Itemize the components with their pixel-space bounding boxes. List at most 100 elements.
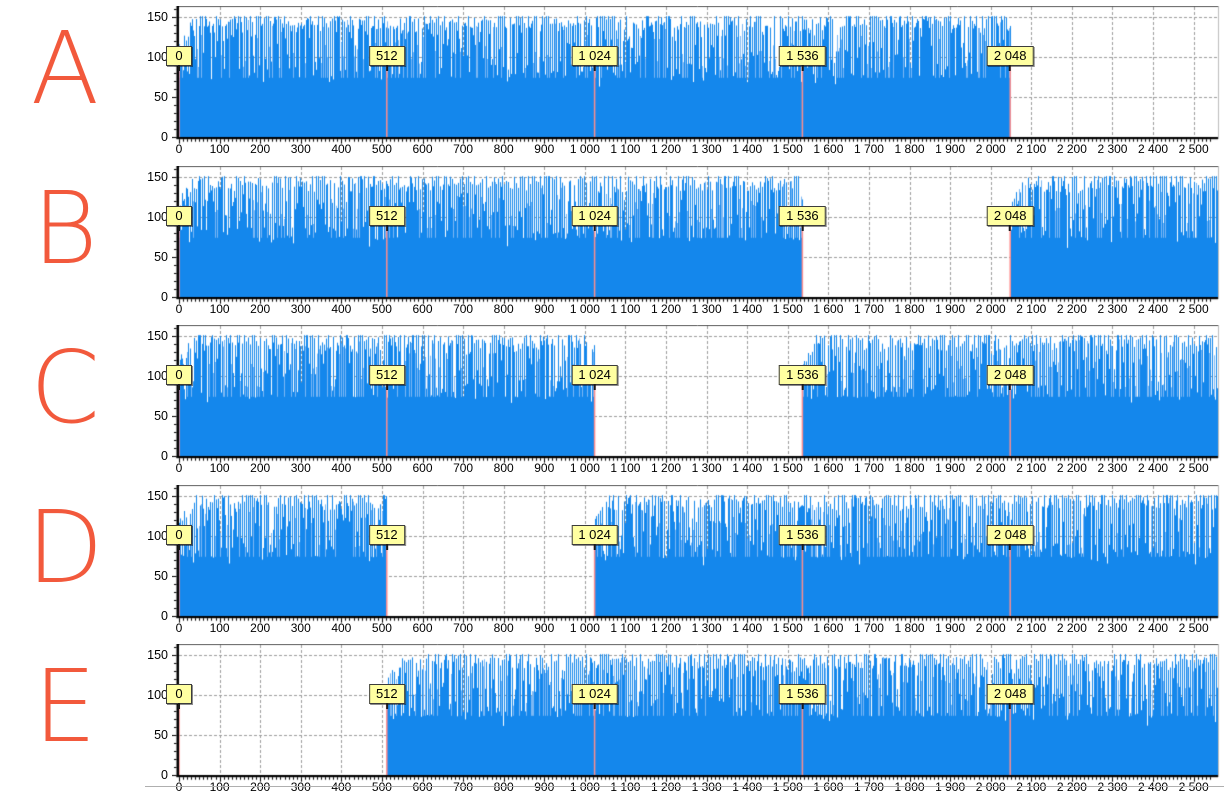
x-tick-label: 100 (209, 780, 230, 795)
x-tick-label: 500 (371, 620, 392, 635)
x-tick-label: 2 200 (1056, 620, 1087, 635)
x-tick-label: 1 200 (651, 620, 682, 635)
x-tick-label: 1 800 (894, 301, 925, 316)
y-axis-labels-a: 0 50 100 150 (132, 6, 174, 147)
x-tick-label: 1 300 (691, 301, 722, 316)
x-tick-label: 1 200 (651, 142, 682, 156)
x-tick-label: 600 (412, 780, 433, 795)
x-tick-label: 1 200 (651, 461, 682, 476)
x-tick-label: 1 300 (691, 461, 722, 476)
x-tick-label: 500 (371, 142, 392, 156)
x-tick-label: 0 (175, 780, 183, 795)
x-tick-label: 1 400 (732, 301, 763, 316)
x-tick-label: 2 200 (1056, 142, 1087, 156)
x-tick-label: 1 800 (894, 142, 925, 156)
x-tick-label: 2 000 (975, 301, 1006, 316)
x-tick-label: 2 300 (1097, 301, 1128, 316)
x-tick-label: 700 (453, 780, 474, 795)
x-tick-label: 600 (412, 620, 433, 635)
x-tick-label: 200 (250, 780, 271, 795)
x-tick-label: 2 400 (1138, 142, 1169, 156)
panel-letter-c: C (30, 329, 100, 447)
x-tick-label: 2 500 (1178, 142, 1209, 156)
panel-a: A 0 50 100 150 0 100 200 300 400 500 600 700 800 900… (0, 0, 1229, 160)
x-tick-label: 900 (534, 142, 555, 156)
panel-letter-b: B (32, 169, 98, 287)
x-tick-label: 300 (290, 142, 311, 156)
x-tick-label: 400 (331, 142, 352, 156)
x-tick-label: 1 000 (569, 780, 600, 795)
x-tick-label: 400 (331, 461, 352, 476)
y-axis-labels-d: 0 50 100 150 (132, 485, 174, 626)
y-tick-label: 150 (147, 329, 168, 344)
plot-area-e: 0 50 100 150 0 100 200 300 400 500 600 700 800 900 1 … (0, 638, 1229, 798)
y-axis-labels-c: 0 50 100 150 (132, 325, 174, 466)
x-tick-label: 1 900 (935, 461, 966, 476)
x-axis-labels-a: 0 100 200 300 400 500 600 700 800 900 1 000 1 100 1 … (172, 142, 1229, 158)
x-tick-label: 800 (493, 780, 514, 795)
x-axis-labels-e: 0 100 200 300 400 500 600 700 800 900 1 000 1 100 1 … (172, 780, 1229, 796)
x-tick-label: 1 600 (813, 142, 844, 156)
panel-c: C 0 50 100 150 0 100 200 300 400 500 600 700 800 900… (0, 319, 1229, 479)
figure-bottom-rule (145, 786, 1224, 787)
x-tick-label: 1 600 (813, 461, 844, 476)
x-tick-label: 2 400 (1138, 780, 1169, 795)
y-tick-label: 50 (154, 409, 168, 424)
panel-letter-d: D (26, 488, 104, 606)
y-axis-labels-e: 0 50 100 150 (132, 644, 174, 785)
x-tick-label: 2 400 (1138, 461, 1169, 476)
panel-letter-a: A (30, 10, 100, 127)
x-tick-label: 1 600 (813, 780, 844, 795)
x-tick-label: 700 (453, 620, 474, 635)
x-tick-label: 1 100 (610, 461, 641, 476)
x-tick-label: 900 (534, 301, 555, 316)
x-tick-label: 600 (412, 142, 433, 156)
x-tick-label: 1 000 (569, 461, 600, 476)
waveform-canvas-b (172, 165, 1224, 307)
x-tick-label: 100 (209, 301, 230, 316)
x-tick-label: 2 300 (1097, 620, 1128, 635)
x-tick-label: 1 900 (935, 780, 966, 795)
x-tick-label: 1 800 (894, 620, 925, 635)
y-tick-label: 150 (147, 488, 168, 503)
y-axis-labels-b: 0 50 100 150 (132, 166, 174, 307)
y-tick-label: 100 (147, 209, 168, 224)
x-tick-label: 2 500 (1178, 780, 1209, 795)
x-tick-label: 1 100 (610, 301, 641, 316)
x-tick-label: 2 000 (975, 461, 1006, 476)
x-tick-label: 400 (331, 301, 352, 316)
x-tick-label: 200 (250, 142, 271, 156)
x-tick-label: 2 100 (1016, 142, 1047, 156)
x-tick-label: 100 (209, 142, 230, 156)
x-tick-label: 1 900 (935, 301, 966, 316)
x-tick-label: 2 500 (1178, 620, 1209, 635)
plot-area-d: 0 50 100 150 0 100 200 300 400 500 600 700 800 900 1 … (0, 479, 1229, 639)
x-tick-label: 700 (453, 461, 474, 476)
panel-d: D 0 50 100 150 0 100 200 300 400 500 600 700 800 900… (0, 479, 1229, 639)
x-tick-label: 2 100 (1016, 780, 1047, 795)
x-tick-label: 800 (493, 620, 514, 635)
panel-letter-e: E (33, 648, 97, 766)
x-tick-label: 100 (209, 620, 230, 635)
plot-area-a: 0 50 100 150 0 100 200 300 400 500 600 700 800 900 1 … (0, 0, 1229, 160)
x-tick-label: 2 000 (975, 620, 1006, 635)
x-tick-label: 1 100 (610, 142, 641, 156)
y-tick-label: 100 (147, 369, 168, 384)
x-tick-label: 2 000 (975, 780, 1006, 795)
x-tick-label: 1 300 (691, 620, 722, 635)
x-tick-label: 200 (250, 620, 271, 635)
x-axis-labels-d: 0 100 200 300 400 500 600 700 800 900 1 000 1 100 1 … (172, 621, 1229, 637)
y-tick-label: 100 (147, 688, 168, 703)
x-tick-label: 1 400 (732, 620, 763, 635)
x-tick-label: 1 400 (732, 461, 763, 476)
x-tick-label: 2 400 (1138, 301, 1169, 316)
x-tick-label: 0 (175, 620, 183, 635)
y-tick-label: 0 (161, 449, 168, 464)
x-tick-label: 600 (412, 301, 433, 316)
x-tick-label: 2 100 (1016, 620, 1047, 635)
x-tick-label: 1 500 (772, 461, 803, 476)
x-tick-label: 400 (331, 780, 352, 795)
plot-area-c: 0 50 100 150 0 100 200 300 400 500 600 700 800 900 1 … (0, 319, 1229, 479)
y-tick-label: 50 (154, 90, 168, 104)
